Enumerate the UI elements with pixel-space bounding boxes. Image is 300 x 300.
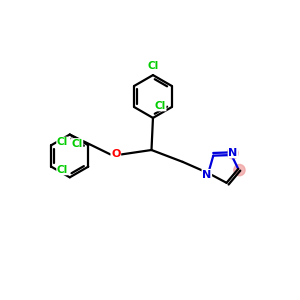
Text: Cl: Cl	[147, 61, 159, 70]
Text: Cl: Cl	[57, 137, 68, 147]
Circle shape	[227, 148, 238, 159]
Circle shape	[234, 164, 245, 176]
Text: Cl: Cl	[154, 101, 166, 111]
Text: N: N	[202, 169, 212, 180]
Text: N: N	[228, 148, 238, 158]
Text: O: O	[111, 149, 121, 160]
Text: Cl: Cl	[71, 139, 82, 149]
Text: Cl: Cl	[57, 165, 68, 175]
